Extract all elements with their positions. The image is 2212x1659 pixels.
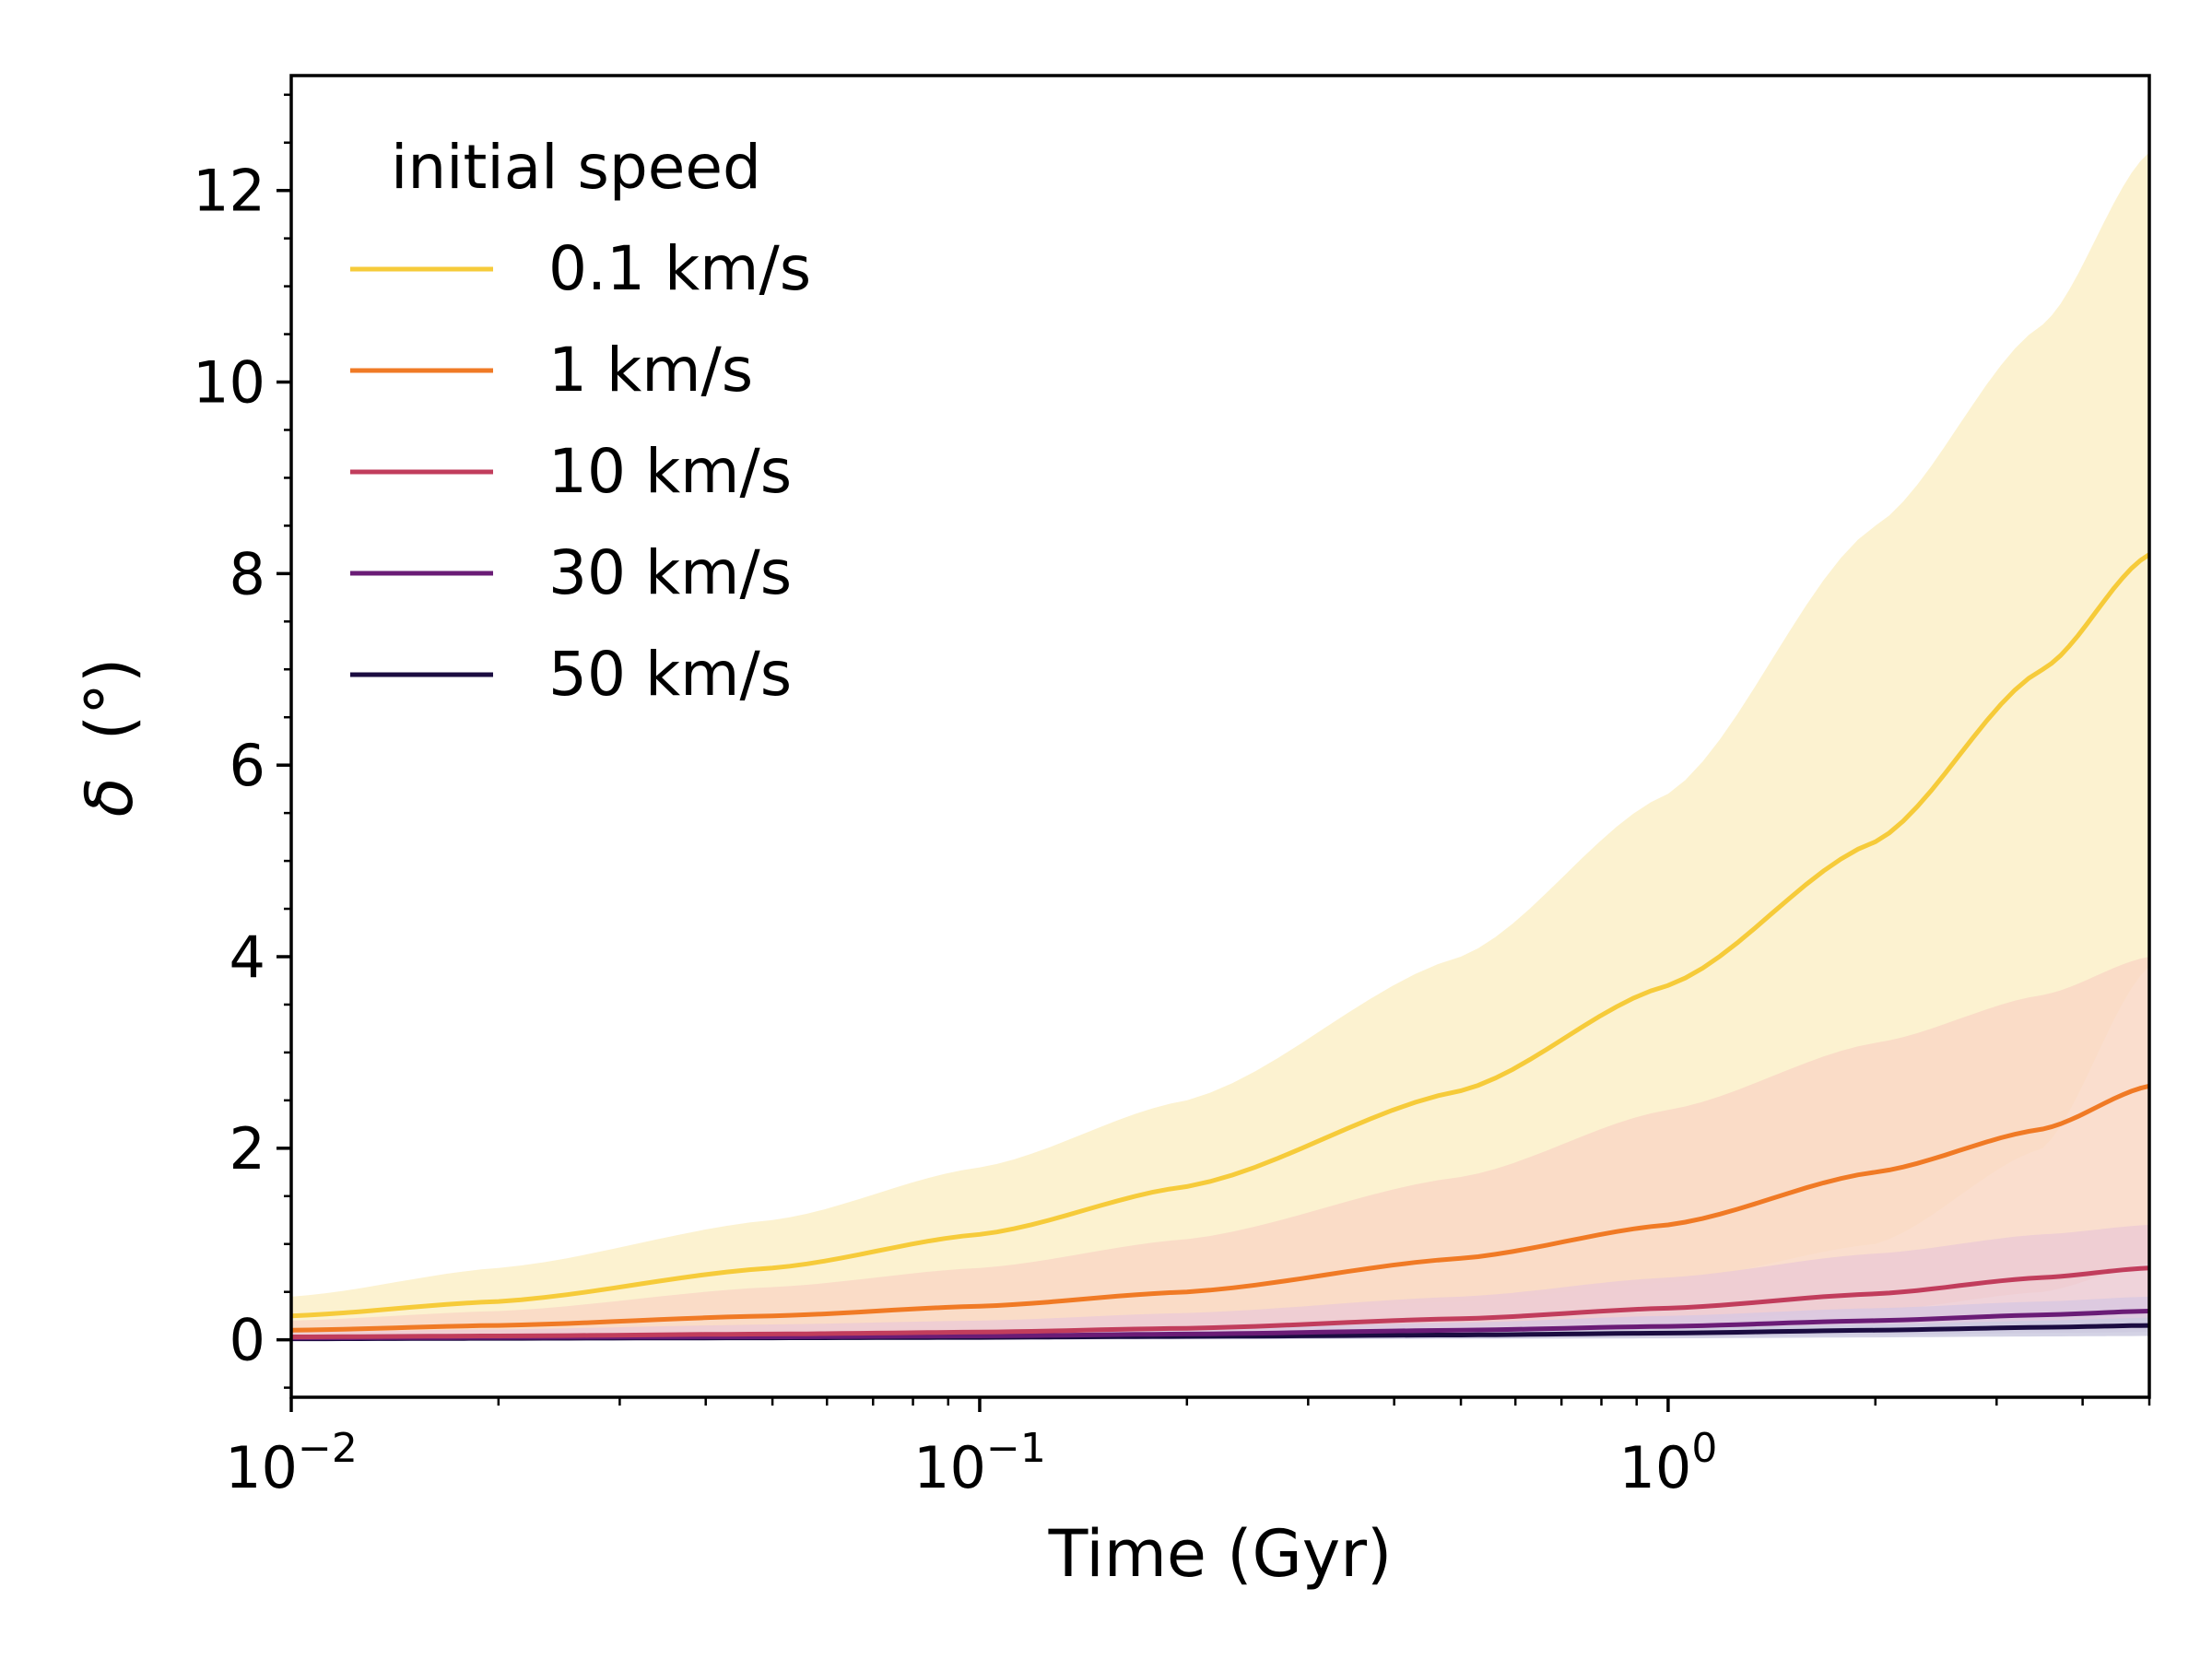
x-tick-label: 100 bbox=[1618, 1425, 1717, 1501]
y-axis-title: δ (°) bbox=[72, 658, 147, 818]
legend-label-0-1-km-s: 0.1 km/s bbox=[548, 233, 811, 304]
y-axis-unit: (°) bbox=[72, 658, 147, 741]
y-axis: 0 2 4 6 8 10 12 bbox=[193, 93, 291, 1389]
line-1-km-s bbox=[291, 1083, 2149, 1333]
x-tick-label: 10−1 bbox=[913, 1425, 1046, 1501]
band-1-km-s bbox=[291, 957, 2149, 1338]
legend-label-50-km-s: 50 km/s bbox=[548, 639, 792, 710]
x-axis-title: Time (Gyr) bbox=[1048, 1516, 1393, 1592]
legend-label-1-km-s: 1 km/s bbox=[548, 335, 753, 406]
y-tick-label: 2 bbox=[229, 1115, 265, 1182]
svg-text:δ (°): δ (°) bbox=[72, 658, 147, 818]
line-0-1-km-s bbox=[291, 552, 2149, 1319]
y-tick-label: 0 bbox=[229, 1307, 265, 1374]
y-tick-label: 12 bbox=[193, 158, 265, 225]
legend-label-30-km-s: 30 km/s bbox=[548, 537, 792, 608]
line-10-km-s bbox=[291, 1265, 2149, 1339]
x-tick-label: 10−2 bbox=[225, 1425, 358, 1501]
median-lines bbox=[291, 552, 2149, 1342]
y-axis-symbol: δ bbox=[72, 778, 147, 818]
legend: initial speed 0.1 km/s 1 km/s 10 km/s 30 km… bbox=[350, 132, 811, 710]
y-tick-label: 8 bbox=[229, 540, 265, 607]
y-tick-label: 6 bbox=[229, 732, 265, 799]
y-tick-label: 10 bbox=[193, 349, 265, 417]
band-0-1-km-s bbox=[291, 152, 2149, 1335]
legend-title: initial speed bbox=[391, 132, 761, 203]
plot-frame bbox=[289, 74, 2151, 1399]
legend-label-10-km-s: 10 km/s bbox=[548, 436, 792, 507]
band-10-km-s bbox=[291, 1225, 2149, 1340]
x-axis: 10−2 10−1 100 bbox=[225, 1397, 2151, 1501]
y-tick-label: 4 bbox=[229, 924, 265, 991]
